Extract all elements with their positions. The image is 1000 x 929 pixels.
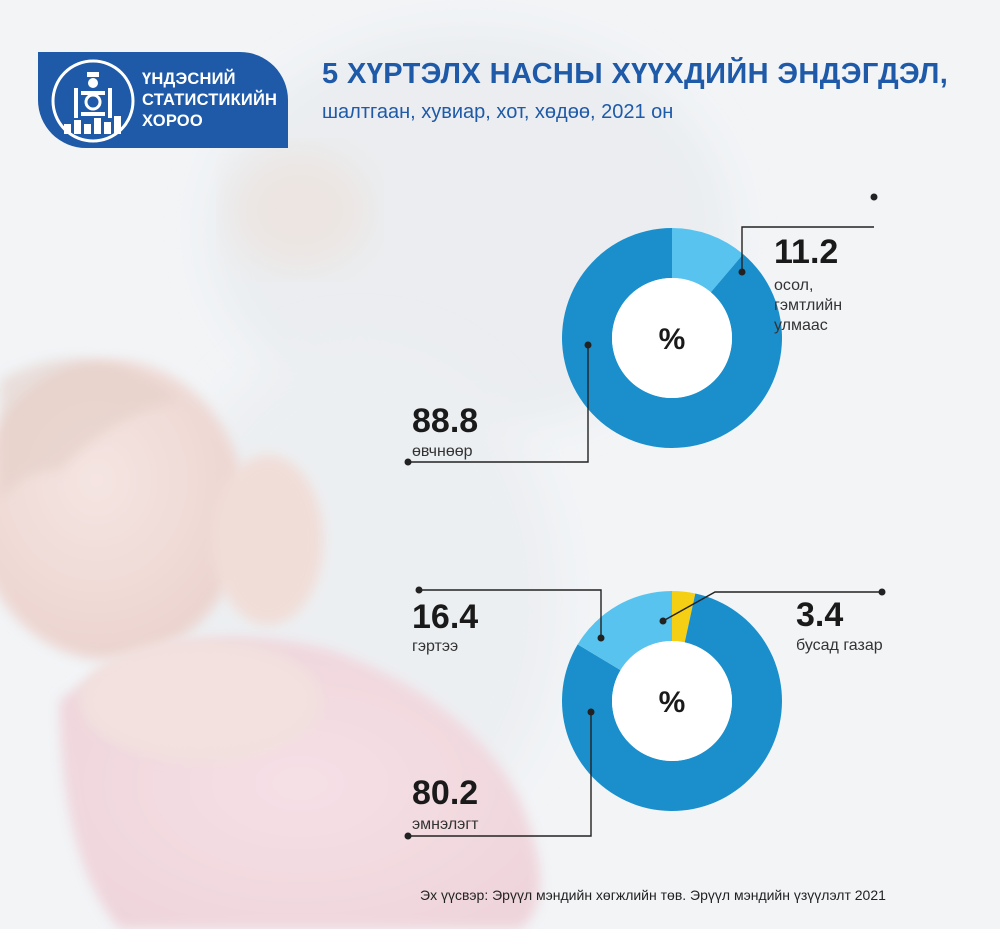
slice-category-label: эмнэлэгт	[412, 816, 479, 833]
slice-category-label: гэртээ	[412, 638, 458, 655]
donut-center-label: %	[659, 323, 686, 356]
callout-line	[662, 591, 882, 622]
slice-value-label: 11.2	[774, 233, 838, 271]
logo-line-2: СТАТИСТИКИЙН	[142, 91, 278, 109]
source-note: Эх үүсвэр: Эрүүл мэндийн хөгжлийн төв. Э…	[420, 887, 886, 903]
callout-end-dot	[404, 832, 412, 840]
donut-slice-2-1	[672, 591, 696, 643]
callout-anchor-dot	[659, 617, 667, 625]
slice-category-label: бусад газар	[796, 637, 883, 654]
page-title: 5 ХҮРТЭЛХ НАСНЫ ХҮҮХДИЙН ЭНДЭГДЭЛ,	[322, 58, 949, 90]
callout-anchor-dot	[584, 341, 592, 349]
donut-center-label: %	[659, 686, 686, 719]
slice-value-label: 16.4	[412, 598, 478, 636]
page-subtitle: шалтгаан, хувиар, хот, хөдөө, 2021 он	[322, 101, 674, 123]
donut-hole	[612, 278, 732, 398]
logo-banner: ҮНДЭСНИЙ СТАТИСТИКИЙН ХОРОО	[38, 52, 288, 148]
callout-end-dot	[404, 458, 412, 466]
callout-end-dot	[415, 586, 423, 594]
soyombo-emblem-icon	[51, 59, 135, 143]
callout-end-dot	[878, 588, 886, 596]
callout-line	[741, 226, 874, 272]
donut-hole	[612, 641, 732, 761]
donut-slice-1-2	[562, 228, 783, 448]
callout-line	[408, 345, 589, 463]
callout-end-dot	[870, 193, 878, 201]
logo-text: ҮНДЭСНИЙ СТАТИСТИКИЙН ХОРОО	[142, 69, 277, 132]
slice-category-label: осол, гэмтлийн улмаас	[774, 277, 842, 334]
donut-chart-1: % 11.2 осол, гэмтлийн улмаас 88.8 өвчнөөр	[404, 193, 878, 466]
donut-chart-2: % 3.4 бусад газар 80.2 эмнэлэгт 16.4 гэртээ	[404, 586, 886, 840]
donut-slice-2-2	[562, 593, 782, 811]
logo-line-1: ҮНДЭСНИЙ	[142, 70, 236, 88]
logo-line-3: ХОРОО	[142, 112, 203, 130]
callout-anchor-dot	[738, 268, 746, 276]
donut-slice-1-1	[672, 228, 744, 293]
slice-value-label: 80.2	[412, 774, 478, 812]
callout-line	[408, 712, 592, 837]
donut-slice-2-3	[577, 590, 672, 671]
slice-category-label: өвчнөөр	[412, 443, 473, 460]
callout-line	[419, 589, 602, 638]
callout-anchor-dot	[597, 634, 605, 642]
slice-value-label: 3.4	[796, 596, 843, 634]
slice-value-label: 88.8	[412, 402, 478, 440]
callout-anchor-dot	[587, 708, 595, 716]
